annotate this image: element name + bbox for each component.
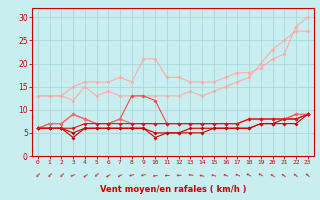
- Text: →: →: [176, 171, 181, 177]
- Text: →: →: [281, 170, 288, 178]
- Text: →: →: [234, 171, 241, 177]
- Text: →: →: [70, 171, 76, 177]
- Text: →: →: [46, 170, 53, 178]
- Text: →: →: [81, 170, 88, 178]
- Text: →: →: [164, 171, 170, 176]
- Text: →: →: [269, 170, 276, 178]
- Text: →: →: [188, 171, 193, 177]
- X-axis label: Vent moyen/en rafales ( km/h ): Vent moyen/en rafales ( km/h ): [100, 185, 246, 194]
- Text: →: →: [93, 170, 100, 178]
- Text: →: →: [199, 171, 205, 177]
- Text: →: →: [211, 171, 217, 177]
- Text: →: →: [58, 170, 65, 178]
- Text: →: →: [292, 170, 300, 178]
- Text: →: →: [116, 171, 124, 177]
- Text: →: →: [140, 171, 147, 177]
- Text: →: →: [304, 170, 311, 178]
- Text: →: →: [34, 170, 42, 178]
- Text: →: →: [222, 171, 229, 177]
- Text: →: →: [245, 171, 252, 177]
- Text: →: →: [257, 170, 264, 178]
- Text: →: →: [129, 171, 135, 177]
- Text: →: →: [152, 171, 158, 177]
- Text: →: →: [105, 171, 112, 177]
